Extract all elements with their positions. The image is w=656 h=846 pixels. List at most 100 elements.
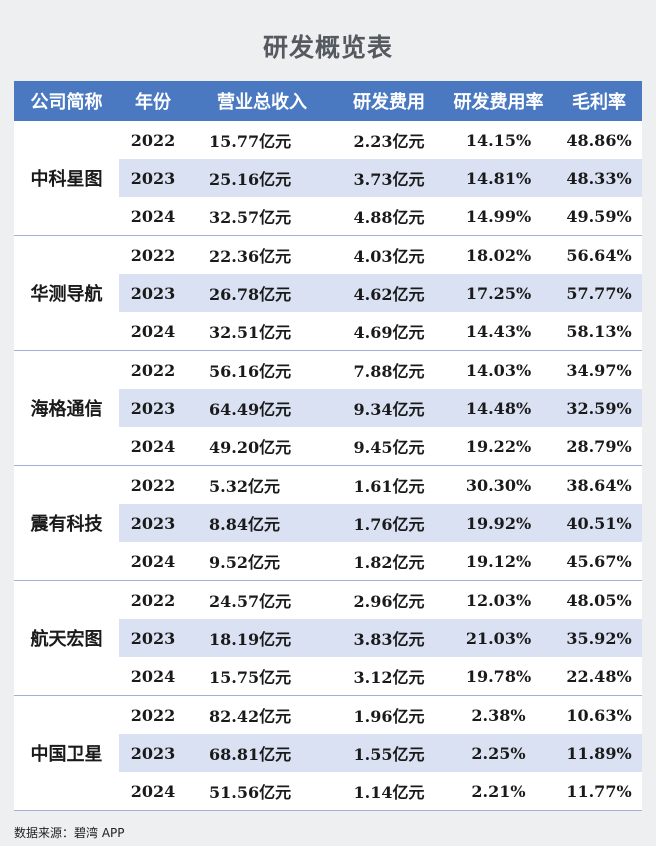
year-cell: 2023	[119, 389, 187, 427]
year-cell: 2024	[119, 657, 187, 696]
gross-margin-cell: 40.51%	[556, 504, 642, 542]
company-name-cell: 中国卫星	[14, 695, 119, 811]
rd-rate-cell: 14.43%	[441, 312, 556, 351]
year-cell: 2022	[119, 465, 187, 504]
revenue-cell: 56.16亿元	[187, 350, 337, 389]
rd-rate-cell: 19.92%	[441, 504, 556, 542]
year-cell: 2023	[119, 159, 187, 197]
gross-margin-cell: 57.77%	[556, 274, 642, 312]
header-rd-rate: 研发费用率	[441, 81, 556, 121]
rd-rate-cell: 14.15%	[441, 121, 556, 159]
gross-margin-cell: 48.86%	[556, 121, 642, 159]
table-row: 2023 64.49亿元 9.34亿元 14.48% 32.59%	[14, 389, 642, 427]
year-cell: 2023	[119, 734, 187, 772]
year-cell: 2022	[119, 695, 187, 734]
rd-expense-cell: 4.62亿元	[337, 274, 441, 312]
header-rd-expense: 研发费用	[337, 81, 441, 121]
gross-margin-cell: 58.13%	[556, 312, 642, 351]
table-row: 中国卫星 2022 82.42亿元 1.96亿元 2.38% 10.63%	[14, 695, 642, 811]
header-year: 年份	[119, 81, 187, 121]
header-revenue: 营业总收入	[187, 81, 337, 121]
gross-margin-cell: 38.64%	[556, 465, 642, 504]
rd-expense-cell: 9.34亿元	[337, 389, 441, 427]
rd-rate-cell: 2.25%	[441, 734, 556, 772]
rd-expense-cell: 7.88亿元	[337, 350, 441, 389]
revenue-cell: 24.57亿元	[187, 580, 337, 619]
year-cell: 2024	[119, 542, 187, 581]
revenue-cell: 64.49亿元	[187, 389, 337, 427]
rd-expense-cell: 4.69亿元	[337, 312, 441, 351]
year-cell: 2023	[119, 619, 187, 657]
revenue-cell: 32.57亿元	[187, 197, 337, 236]
rd-rate-cell: 19.22%	[441, 427, 556, 466]
rd-rate-cell: 18.02%	[441, 235, 556, 274]
gross-margin-cell: 35.92%	[556, 619, 642, 657]
rd-expense-cell: 3.73亿元	[337, 159, 441, 197]
gross-margin-cell: 48.05%	[556, 580, 642, 619]
company-name-cell: 华测导航	[14, 235, 119, 351]
gross-margin-cell: 11.77%	[556, 772, 642, 811]
rd-rate-cell: 17.25%	[441, 274, 556, 312]
rd-rate-cell: 2.21%	[441, 772, 556, 811]
gross-margin-cell: 11.89%	[556, 734, 642, 772]
table-row: 2024 32.57亿元 4.88亿元 14.99% 49.59%	[14, 197, 642, 236]
gross-margin-cell: 34.97%	[556, 350, 642, 389]
table-row: 中科星图 2022 15.77亿元 2.23亿元 14.15% 48.86%	[14, 121, 642, 236]
revenue-cell: 22.36亿元	[187, 235, 337, 274]
revenue-cell: 18.19亿元	[187, 619, 337, 657]
gross-margin-cell: 49.59%	[556, 197, 642, 236]
year-cell: 2024	[119, 197, 187, 236]
revenue-cell: 26.78亿元	[187, 274, 337, 312]
table-row: 震有科技 2022 5.32亿元 1.61亿元 30.30% 38.64%	[14, 465, 642, 581]
rd-expense-cell: 4.03亿元	[337, 235, 441, 274]
rd-expense-cell: 4.88亿元	[337, 197, 441, 236]
rd-expense-cell: 1.55亿元	[337, 734, 441, 772]
rd-rate-cell: 12.03%	[441, 580, 556, 619]
table-row: 海格通信 2022 56.16亿元 7.88亿元 14.03% 34.97%	[14, 350, 642, 466]
year-cell: 2023	[119, 504, 187, 542]
revenue-cell: 15.77亿元	[187, 121, 337, 159]
gross-margin-cell: 10.63%	[556, 695, 642, 734]
year-cell: 2022	[119, 350, 187, 389]
revenue-cell: 5.32亿元	[187, 465, 337, 504]
year-cell: 2022	[119, 121, 187, 159]
revenue-cell: 9.52亿元	[187, 542, 337, 581]
company-name-cell: 海格通信	[14, 350, 119, 466]
rd-expense-cell: 9.45亿元	[337, 427, 441, 466]
rd-rate-cell: 21.03%	[441, 619, 556, 657]
year-cell: 2024	[119, 427, 187, 466]
company-name-cell: 震有科技	[14, 465, 119, 581]
rd-expense-cell: 1.82亿元	[337, 542, 441, 581]
revenue-cell: 8.84亿元	[187, 504, 337, 542]
rd-rate-cell: 19.78%	[441, 657, 556, 696]
revenue-cell: 68.81亿元	[187, 734, 337, 772]
table-row: 2024 51.56亿元 1.14亿元 2.21% 11.77%	[14, 772, 642, 811]
gross-margin-cell: 32.59%	[556, 389, 642, 427]
rd-rate-cell: 14.48%	[441, 389, 556, 427]
table-row: 2023 25.16亿元 3.73亿元 14.81% 48.33%	[14, 159, 642, 197]
company-name-cell: 中科星图	[14, 121, 119, 236]
rd-rate-cell: 30.30%	[441, 465, 556, 504]
rd-rate-cell: 14.99%	[441, 197, 556, 236]
gross-margin-cell: 45.67%	[556, 542, 642, 581]
rd-rate-cell: 14.03%	[441, 350, 556, 389]
gross-margin-cell: 28.79%	[556, 427, 642, 466]
rd-expense-cell: 1.76亿元	[337, 504, 441, 542]
table-row: 2024 49.20亿元 9.45亿元 19.22% 28.79%	[14, 427, 642, 466]
table-row: 航天宏图 2022 24.57亿元 2.96亿元 12.03% 48.05%	[14, 580, 642, 696]
header-company: 公司简称	[14, 81, 119, 121]
revenue-cell: 15.75亿元	[187, 657, 337, 696]
revenue-cell: 82.42亿元	[187, 695, 337, 734]
rd-rate-cell: 2.38%	[441, 695, 556, 734]
rd-expense-cell: 3.12亿元	[337, 657, 441, 696]
rd-overview-table: 公司简称 年份 营业总收入 研发费用 研发费用率 毛利率 中科星图 2022 15.…	[14, 81, 642, 811]
table-row: 2023 18.19亿元 3.83亿元 21.03% 35.92%	[14, 619, 642, 657]
data-source-note: 数据来源：碧湾 APP	[14, 826, 125, 840]
revenue-cell: 32.51亿元	[187, 312, 337, 351]
rd-rate-cell: 19.12%	[441, 542, 556, 581]
revenue-cell: 51.56亿元	[187, 772, 337, 811]
page-title: 研发概览表	[262, 33, 393, 62]
year-cell: 2024	[119, 312, 187, 351]
company-name-cell: 航天宏图	[14, 580, 119, 696]
table-row: 2023 26.78亿元 4.62亿元 17.25% 57.77%	[14, 274, 642, 312]
